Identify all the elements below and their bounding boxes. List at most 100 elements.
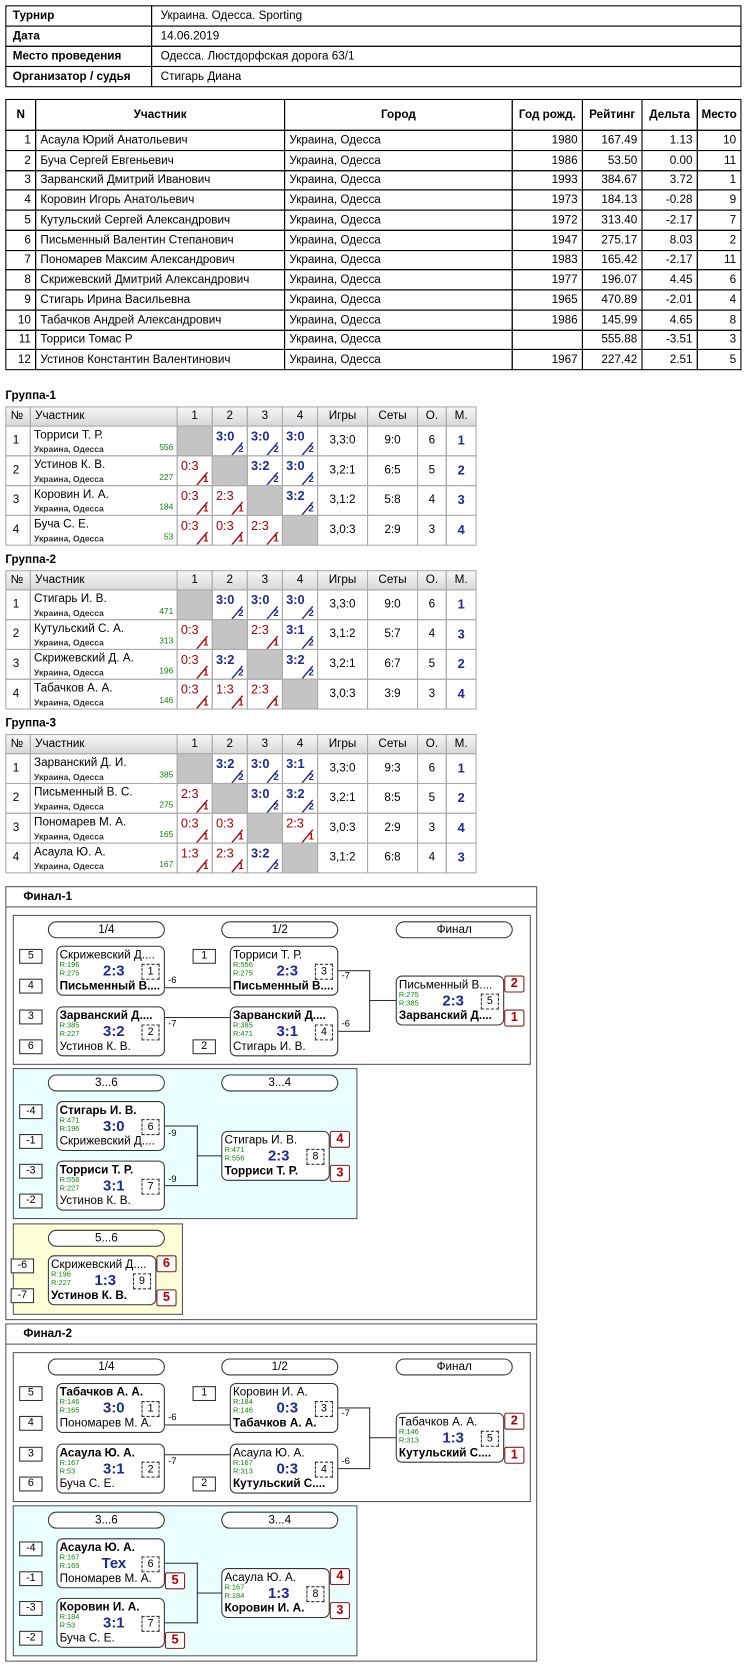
table-cell: 9 — [5, 289, 37, 311]
group-cell — [211, 782, 248, 814]
match-score: 3:2 — [251, 845, 270, 861]
group-cell — [281, 678, 319, 710]
slash-line — [196, 471, 208, 486]
group-header: 3 — [246, 570, 283, 591]
match-score: 3:2 — [286, 652, 305, 668]
player-rating: 53 — [163, 531, 174, 542]
slash — [196, 695, 208, 709]
match-number: 2 — [141, 1461, 160, 1478]
table-header: Рейтинг — [581, 98, 643, 131]
match-box: Коровин И. А. R:184 R:53 Буча С. Е. 3:1 7 — [56, 1597, 165, 1648]
table-cell: 4 — [5, 189, 37, 211]
group-cell: 3,1:2 — [317, 842, 369, 874]
loser-label: -7 — [341, 1407, 351, 1419]
slash — [231, 695, 244, 709]
player-rating: 275 — [159, 799, 174, 810]
match-points: 1 — [203, 503, 209, 514]
slash — [231, 665, 244, 679]
match-points: 2 — [273, 443, 279, 455]
player-name: Письменный В.... — [398, 978, 493, 992]
player-rating: 184 — [159, 502, 174, 512]
match-score: 3:2 — [215, 756, 235, 772]
connector — [164, 1454, 231, 1456]
connector — [164, 1185, 198, 1187]
match-score: 0:3 — [180, 518, 199, 533]
match-number: 9 — [132, 1273, 152, 1290]
group-header: О. — [417, 734, 447, 755]
player-rating: R:165 — [59, 1562, 80, 1571]
match-score: 2:3 — [442, 991, 464, 1009]
table-cell: 1983 — [511, 249, 583, 271]
group-cell — [246, 485, 283, 516]
group-cell: Кутульский С. А. Украина, Одесса 313 — [29, 619, 178, 650]
table-cell: 4 — [696, 289, 742, 311]
player-name: Буча С. Е. — [59, 1631, 115, 1645]
player-name: Коровин И. А. — [34, 488, 109, 502]
connector — [338, 1468, 371, 1470]
match-box: Асаула Ю. А. R:167 R:53 Буча С. Е. 3:1 2 — [56, 1443, 165, 1494]
player-rating: 165 — [159, 829, 174, 840]
info-label: Место проведения — [5, 45, 153, 68]
match-score: 0:3 — [276, 1398, 298, 1416]
match-score: 0:3 — [180, 458, 199, 474]
slash-line — [266, 471, 279, 486]
table-cell: Зарванский Дмитрий Иванович — [35, 170, 286, 191]
group-cell: 2:9 — [367, 514, 419, 546]
slash — [266, 531, 279, 545]
group-cell: Скрижевский Д. А. Украина, Одесса 196 — [29, 648, 178, 680]
group-cell: 3,0:3 — [317, 514, 369, 546]
match-score: 0:3 — [215, 518, 234, 533]
slash-line — [301, 471, 314, 486]
table-cell: -2.17 — [641, 209, 698, 231]
group-cell: 5 — [417, 648, 447, 680]
table-cell: 275.17 — [581, 229, 643, 252]
group-cell: 3,0:3 — [317, 812, 369, 844]
player-rating: R:471 — [232, 1030, 253, 1039]
table-cell: 10 — [5, 309, 37, 331]
group-cell: Пономарев М. А. Украина, Одесса 165 — [29, 812, 178, 844]
table-cell: 1993 — [511, 170, 583, 191]
match-score: 3:0 — [103, 1116, 125, 1135]
table-cell: 6 — [5, 229, 37, 252]
group-header: О. — [417, 406, 447, 427]
group-cell: 1 — [445, 425, 477, 457]
table-cell: Кутульский Сергей Александрович — [35, 209, 286, 231]
match-points: 2 — [308, 637, 314, 648]
match-number: 1 — [141, 1401, 160, 1417]
table-cell: 3 — [5, 170, 37, 191]
table-cell: Украина, Одесса — [284, 289, 513, 311]
match-score: 3:2 — [286, 786, 305, 802]
table-header: Дельта — [641, 98, 698, 131]
match-number: 8 — [306, 1586, 325, 1603]
loser-label: -7 — [168, 1018, 177, 1029]
player-name: Торриси Т. Р. — [232, 948, 303, 962]
group-cell: 3:0 2 — [246, 753, 283, 785]
match-number: 2 — [141, 1024, 160, 1041]
player-rating: 196 — [159, 665, 174, 676]
group-cell: 4 — [445, 678, 477, 710]
seed: 3 — [19, 1446, 43, 1462]
group-cell: 2:3 1 — [246, 678, 283, 710]
loser-label: -6 — [168, 974, 177, 986]
match-points: 1 — [308, 830, 314, 842]
info-value: Одесса. Люстдорфская дорога 63/1 — [151, 45, 742, 68]
round-label: 3...4 — [221, 1511, 339, 1529]
group-cell: 3:0 2 — [211, 589, 248, 621]
slash-line — [266, 769, 279, 783]
table-cell: 9 — [696, 189, 742, 211]
group-cell: 3:1 2 — [281, 753, 319, 785]
place: 3 — [329, 1164, 350, 1182]
table-cell: 2.51 — [641, 348, 698, 371]
match-score: 3:2 — [286, 488, 305, 504]
player-name: Стигарь И. В. — [224, 1134, 298, 1147]
group-header: 1 — [176, 406, 213, 427]
match-points: 1 — [273, 696, 279, 708]
player-rating: R:53 — [59, 1622, 76, 1630]
match-points: 1 — [203, 473, 209, 485]
table-cell: 7 — [696, 209, 742, 231]
match-points: 2 — [308, 607, 314, 619]
player-rating: R:471 — [59, 1116, 80, 1125]
group-cell: 2 — [445, 648, 477, 680]
player-rating: 385 — [159, 770, 174, 780]
